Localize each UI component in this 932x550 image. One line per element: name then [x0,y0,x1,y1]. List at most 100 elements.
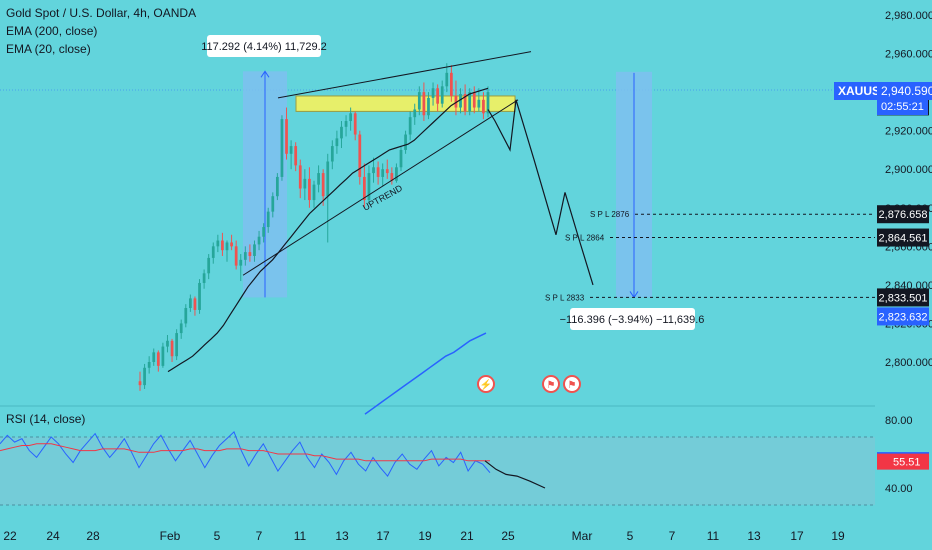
candle-body [248,252,252,256]
rsi-band [0,437,875,505]
candle-body [344,121,348,127]
time-tick-label: 19 [418,529,432,543]
ema200-line [364,332,487,415]
projection-path [487,99,594,286]
lightning-event-icon-ring [477,375,495,393]
candle-body [202,273,206,283]
us-flag-event-icon: ⚑ [547,380,556,391]
time-tick-label: 19 [831,529,845,543]
rsi-tick-label: 40.00 [885,483,913,495]
ticker-price: 2,940.590 [877,82,932,100]
support-level-label: S P L 2833 [545,293,585,302]
candle-body [143,367,146,386]
candle-body [459,94,462,108]
candle-body [482,99,485,114]
candle-body [253,244,256,256]
candle-body [413,109,417,118]
rsi-projection [484,460,546,489]
price-tick-label: 2,960.000 [885,49,932,61]
rsi-title: RSI (14, close) [6,412,86,426]
rsi-ma-line [0,443,490,462]
price-tag-bg [877,228,929,247]
candle-body [385,169,389,174]
candle-body [262,227,266,237]
candle-body [179,323,183,334]
price-tag-bg [877,288,929,307]
candle-body [266,211,270,228]
candle-body [257,236,261,245]
candle-body [358,134,362,177]
time-tick-label: Feb [160,529,181,543]
candle-body [198,282,201,310]
candle-body [285,119,288,154]
candle-body [454,95,458,108]
candle-body [472,92,476,108]
candle-body [340,126,343,139]
candle-body [230,242,233,247]
candle-body [166,340,169,347]
candle-body [326,161,330,197]
candle-body [271,196,275,212]
candle-body [308,178,311,201]
time-tick-label: 17 [376,529,390,543]
time-tick-label: 13 [747,529,761,543]
candle-body [440,86,444,104]
candle-body [431,88,435,98]
us-flag-event-icon: ⚑ [568,380,577,391]
candle-body [211,246,215,258]
price-tick-label: 2,980.000 [885,10,932,22]
rsi-tag: 55.51 [893,457,921,469]
rsi-tag-bg [877,453,929,470]
measure-down-label: −116.396 (−3.94%) −11,639.6 [560,314,705,326]
candle-body [330,146,334,162]
candle-body [349,113,353,122]
candle-body [175,333,179,357]
candle-body [486,92,490,114]
price-tick-label: 2,920.000 [885,126,932,138]
time-tick-label: 5 [214,529,221,543]
support-level-label: S P L 2876 [590,210,630,219]
time-tick-label: 5 [627,529,634,543]
us-flag-event-icon-ring [542,375,560,393]
candle-body [321,173,325,197]
ema200-legend: EMA (200, close) [6,24,98,38]
measure-up-arrowhead [260,70,270,78]
time-tick-label: Mar [572,529,593,543]
time-tick-label: 24 [46,529,60,543]
support-level-label: S P L 2864 [565,234,605,243]
price-tag: 2,823.632 [879,311,928,323]
ema20-legend: EMA (20, close) [6,42,91,56]
candle-body [170,340,174,357]
measure-up-label: 117.292 (4.14%) 11,729.2 [201,41,327,53]
price-tag: 2,833.501 [879,292,928,304]
time-tick-label: 17 [790,529,804,543]
time-tick-label: 11 [294,529,307,543]
price-tag: 2,876.658 [879,209,928,221]
ticker-countdown: 02:55:21 [877,99,928,115]
candle-body [477,99,481,108]
candle-body [188,298,192,309]
ema20-line [167,87,489,373]
time-tick-label: 22 [3,529,17,543]
candle-body [303,178,307,189]
time-tick-label: 11 [707,529,720,543]
candle-body [335,138,339,147]
candle-body [138,381,142,386]
candle-body [390,173,394,181]
candle-body [243,252,247,260]
time-tick-label: 7 [256,529,263,543]
price-tick-label: 2,900.000 [885,164,932,176]
candle-body [367,173,371,201]
uptrend-support-line [242,99,519,276]
candle-body [408,117,412,135]
candle-body [353,113,357,135]
candle-body [280,119,284,177]
rsi-line [0,431,491,477]
measure-down-label-bg [570,308,695,330]
candle-body [422,92,426,116]
candle-body [216,240,220,247]
candle-body [445,72,449,87]
candle-body [395,167,398,181]
candle-body [404,134,407,150]
